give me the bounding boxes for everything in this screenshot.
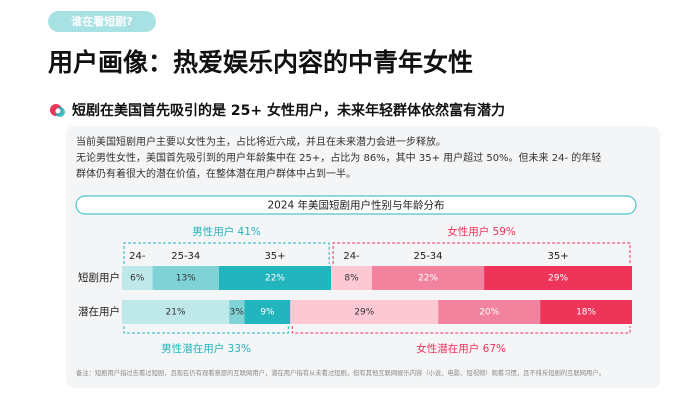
bracket — [332, 242, 631, 264]
legend-label: 25-34 — [171, 251, 200, 262]
chart-title: 2024 年美国短剧用户性别与年龄分布 — [267, 199, 444, 212]
value-label: 20% — [479, 308, 499, 318]
legend-label: 24- — [129, 251, 146, 262]
bar-segment — [371, 266, 485, 290]
bracket-share: 41% — [238, 226, 261, 238]
paragraph: 无论男性女性，美国首先吸引到的用户年龄集中在 25+，占比为 86%，其中 35… — [76, 151, 601, 164]
legend-label: 25-34 — [413, 251, 442, 262]
bracket-share: 59% — [493, 226, 516, 238]
value-label: 3% — [230, 308, 245, 318]
row-label: 短剧用户 — [78, 271, 120, 284]
bar-segment — [218, 266, 332, 290]
value-label: 29% — [354, 308, 374, 318]
tag: 谁在看短剧? — [71, 14, 132, 28]
value-label: 22% — [265, 274, 285, 284]
bracket-label: 女性潜在用户 67% — [416, 342, 506, 355]
value-label: 21% — [166, 308, 186, 318]
footnote: 备注：短剧用户指过去看过短剧，且现在仍有观看意愿的互联网用户，潜在用户指有从未看… — [76, 368, 605, 377]
value-label: 29% — [548, 274, 568, 284]
bracket-name: 男性用户 — [192, 225, 234, 238]
bracket-name: 女性潜在用户 — [416, 342, 479, 355]
bar-segment — [122, 266, 153, 290]
bracket-label: 男性潜在用户 33% — [161, 342, 251, 355]
subtitle: 短剧在美国首先吸引的是 25+ 女性用户，未来年轻群体依然富有潜力 — [72, 102, 505, 119]
chart-title-pill — [75, 195, 637, 215]
value-label: 9% — [260, 308, 275, 318]
panel — [66, 126, 660, 388]
legend-label: 35+ — [547, 251, 568, 262]
chart: 短剧用户 6% 24- 13% 25-34 22% 35+ 8% 24- 22% 25-34 29% 3… — [78, 225, 632, 355]
bracket-label: 女性用户 59% — [447, 225, 516, 238]
bar-segment — [438, 300, 541, 324]
bar-segment — [331, 266, 372, 290]
bracket-name: 女性用户 — [447, 225, 489, 238]
bar-segment — [244, 300, 291, 324]
bar-segment — [290, 300, 439, 324]
bracket-share: 67% — [483, 343, 506, 355]
paragraph: 群体仍有着很大的潜在价值，在整体潜在用户群体中占到一半。 — [76, 167, 356, 180]
bar-segment — [122, 300, 230, 324]
row-label: 潜在用户 — [78, 305, 120, 318]
bracket-share: 33% — [228, 343, 251, 355]
value-label: 8% — [344, 274, 359, 284]
tag-pill — [48, 11, 156, 32]
bar-segment — [229, 300, 245, 324]
value-label: 18% — [576, 308, 596, 318]
subtitle-icon — [50, 104, 65, 117]
value-label: 13% — [176, 274, 196, 284]
bracket-name: 男性潜在用户 — [161, 342, 224, 355]
bracket-label: 男性用户 41% — [192, 225, 261, 238]
legend-label: 24- — [343, 251, 360, 262]
value-label: 6% — [130, 274, 145, 284]
bar-segment — [540, 300, 632, 324]
bracket — [291, 326, 631, 334]
title: 用户画像：热爱娱乐内容的中青年女性 — [48, 48, 473, 77]
value-label: 22% — [418, 274, 438, 284]
bracket — [123, 242, 330, 264]
bar-segment — [484, 266, 632, 290]
bar-segment — [152, 266, 219, 290]
legend-label: 35+ — [264, 251, 285, 262]
paragraph: 当前美国短剧用户主要以女性为主，占比将近六成，并且在未来潜力会进一步释放。 — [76, 135, 446, 148]
